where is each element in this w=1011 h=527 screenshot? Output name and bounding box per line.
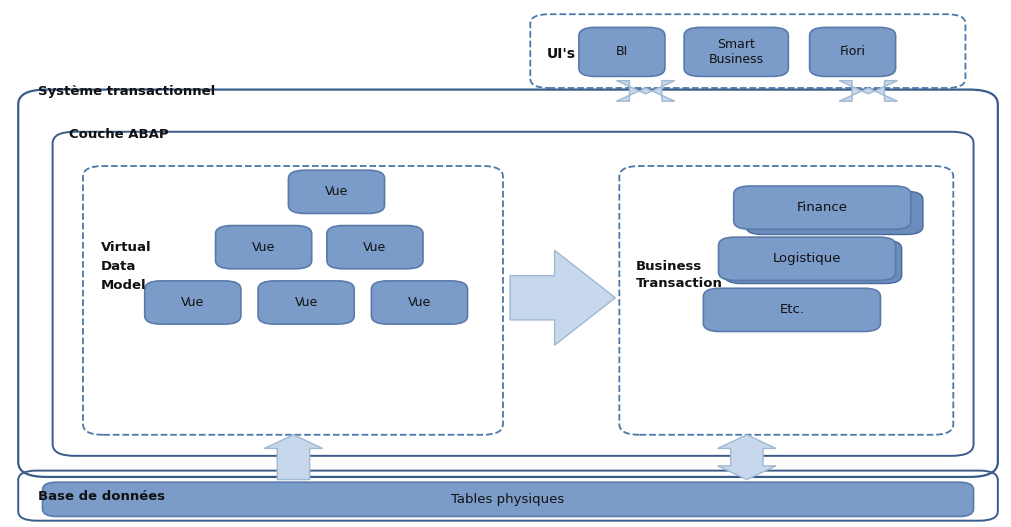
FancyBboxPatch shape [42,482,973,516]
FancyBboxPatch shape [258,281,354,324]
Text: Etc.: Etc. [778,304,804,316]
FancyBboxPatch shape [683,27,788,76]
FancyBboxPatch shape [215,226,311,269]
Text: Finance: Finance [796,201,847,214]
FancyBboxPatch shape [145,281,241,324]
FancyBboxPatch shape [809,27,895,76]
Polygon shape [510,250,615,345]
Text: Vue: Vue [294,296,317,309]
FancyBboxPatch shape [733,186,910,229]
Text: Fiori: Fiori [839,45,864,58]
Polygon shape [838,81,897,101]
FancyBboxPatch shape [718,237,895,280]
Text: Vue: Vue [325,186,348,198]
Polygon shape [616,81,674,101]
Text: Virtual
Data
Model: Virtual Data Model [101,241,152,291]
FancyBboxPatch shape [371,281,467,324]
Text: Vue: Vue [181,296,204,309]
Text: Système transactionnel: Système transactionnel [38,85,215,98]
FancyBboxPatch shape [288,170,384,213]
FancyBboxPatch shape [578,27,664,76]
FancyBboxPatch shape [703,288,880,331]
Text: Tables physiques: Tables physiques [451,493,564,505]
FancyBboxPatch shape [327,226,423,269]
Text: Couche ABAP: Couche ABAP [69,128,168,141]
Text: Smart
Business: Smart Business [708,38,763,66]
Text: UI's: UI's [546,47,575,61]
Text: Logistique: Logistique [772,252,840,265]
Text: BI: BI [615,45,628,58]
Text: Vue: Vue [252,241,275,253]
Text: Business
Transaction: Business Transaction [635,260,722,290]
Polygon shape [264,435,323,480]
Text: Vue: Vue [363,241,386,253]
Polygon shape [717,435,775,480]
Text: Base de données: Base de données [38,490,166,503]
FancyBboxPatch shape [745,191,922,235]
FancyBboxPatch shape [724,240,901,284]
Text: Vue: Vue [407,296,431,309]
